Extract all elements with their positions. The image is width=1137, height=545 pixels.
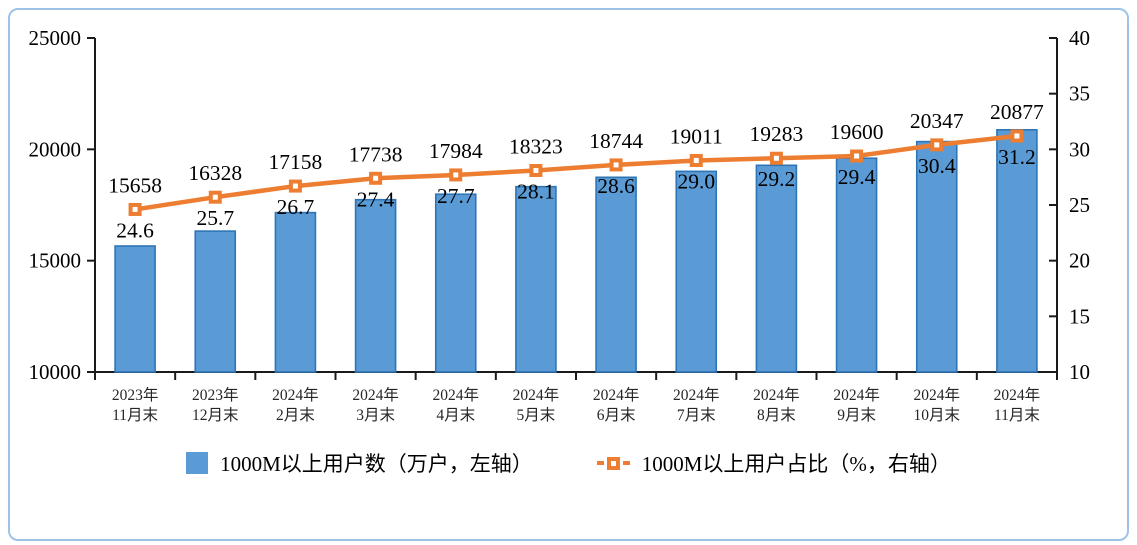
bar [274,211,317,373]
x-category-label: 2024年 8月末 [753,386,800,424]
right-axis-tick-label: 25 [1069,193,1090,217]
x-category-label: 2024年 2月末 [272,386,319,424]
bar-series-swatch-icon [186,452,209,474]
line-marker-center [292,183,298,189]
line-series-label: 1000M以上用户占比（%，右轴） [641,452,951,476]
bar [915,140,958,373]
bar-value-label: 15658 [108,173,162,197]
percent-value-label: 29.0 [677,169,715,193]
percent-value-label: 27.4 [357,187,395,211]
percent-value-label: 29.2 [758,167,796,191]
bar [755,164,798,373]
x-category-label: 2024年 10月末 [913,386,960,424]
bar-value-label: 18744 [589,129,643,153]
line-marker-center [693,157,699,163]
percentage-line [134,133,1018,212]
bar [354,198,397,373]
line-marker-center [453,172,459,178]
percent-value-label: 25.7 [196,206,234,230]
left-axis-tick-label: 15000 [29,249,82,273]
bar [515,185,557,373]
percent-value-label: 28.6 [597,174,635,198]
x-category-label: 2024年 9月末 [833,386,880,424]
x-category-label: 2024年 11月末 [994,386,1041,424]
right-axis-tick-label: 40 [1069,26,1090,50]
bar [434,193,477,373]
left-axis-tick-label: 20000 [29,137,82,161]
percent-value-label: 24.6 [116,218,154,242]
line-marker-center [773,155,779,161]
bar-value-label: 19011 [670,124,723,148]
percent-value-label: 27.7 [437,184,475,208]
x-category-label: 2024年 6月末 [593,386,640,424]
x-category-label: 2024年 4月末 [432,386,479,424]
bar [595,176,637,373]
percent-value-label: 28.1 [517,179,555,203]
bar [114,245,156,373]
bar [835,157,878,373]
bar-series-label: 1000M以上用户数（万户，左轴） [220,452,533,476]
bar-value-label: 19283 [750,122,804,146]
percent-value-label: 30.4 [918,154,956,178]
x-category-label: 2024年 3月末 [352,386,399,424]
right-axis-tick-label: 15 [1069,304,1090,328]
combo-chart-canvas: 25000 20000 15000 10000 40 35 30 25 20 15 10 2023年 1… [29,26,1091,424]
x-category-label: 2023年 11月末 [112,386,159,424]
right-axis-tick-label: 35 [1069,82,1090,106]
line-marker-center [854,153,860,159]
percent-value-label: 26.7 [277,195,315,219]
line-marker-center [373,175,379,181]
bar [194,230,237,373]
left-axis-tick-label: 10000 [29,360,82,384]
line-marker-center [613,162,619,168]
bar [675,170,718,373]
bar-value-label: 20877 [990,100,1044,124]
bar-value-label: 17738 [349,142,403,166]
bar-value-label: 16328 [188,161,242,185]
x-category-label: 2024年 7月末 [673,386,720,424]
line-marker-center [934,142,940,148]
legend-item-bar-series: 1000M以上用户数（万户，左轴） [186,448,533,478]
line-marker-center [212,194,218,200]
bar-value-label: 17158 [269,150,323,174]
percent-value-label: 29.4 [838,165,876,189]
bar-value-label: 17984 [429,139,483,163]
right-axis-tick-label: 30 [1069,137,1090,161]
line-series-swatch-icon [596,456,630,470]
x-category-label: 2024年 5月末 [513,386,560,424]
x-category-label: 2023年 12月末 [192,386,239,424]
bar-value-label: 19600 [830,120,884,144]
bar-value-label: 20347 [910,109,964,133]
chart-legend: 1000M以上用户数（万户，左轴） 1000M以上用户占比（%，右轴） [0,448,1137,478]
right-axis-tick-label: 20 [1069,249,1090,273]
percent-value-label: 31.2 [998,145,1036,169]
bar-value-label: 18323 [509,134,563,158]
line-marker-center [533,167,539,173]
right-axis-tick-label: 10 [1069,360,1090,384]
line-marker-center [1014,133,1020,139]
left-axis-tick-label: 25000 [29,26,82,50]
legend-item-line-series: 1000M以上用户占比（%，右轴） [596,448,951,478]
line-marker-center [132,206,138,212]
